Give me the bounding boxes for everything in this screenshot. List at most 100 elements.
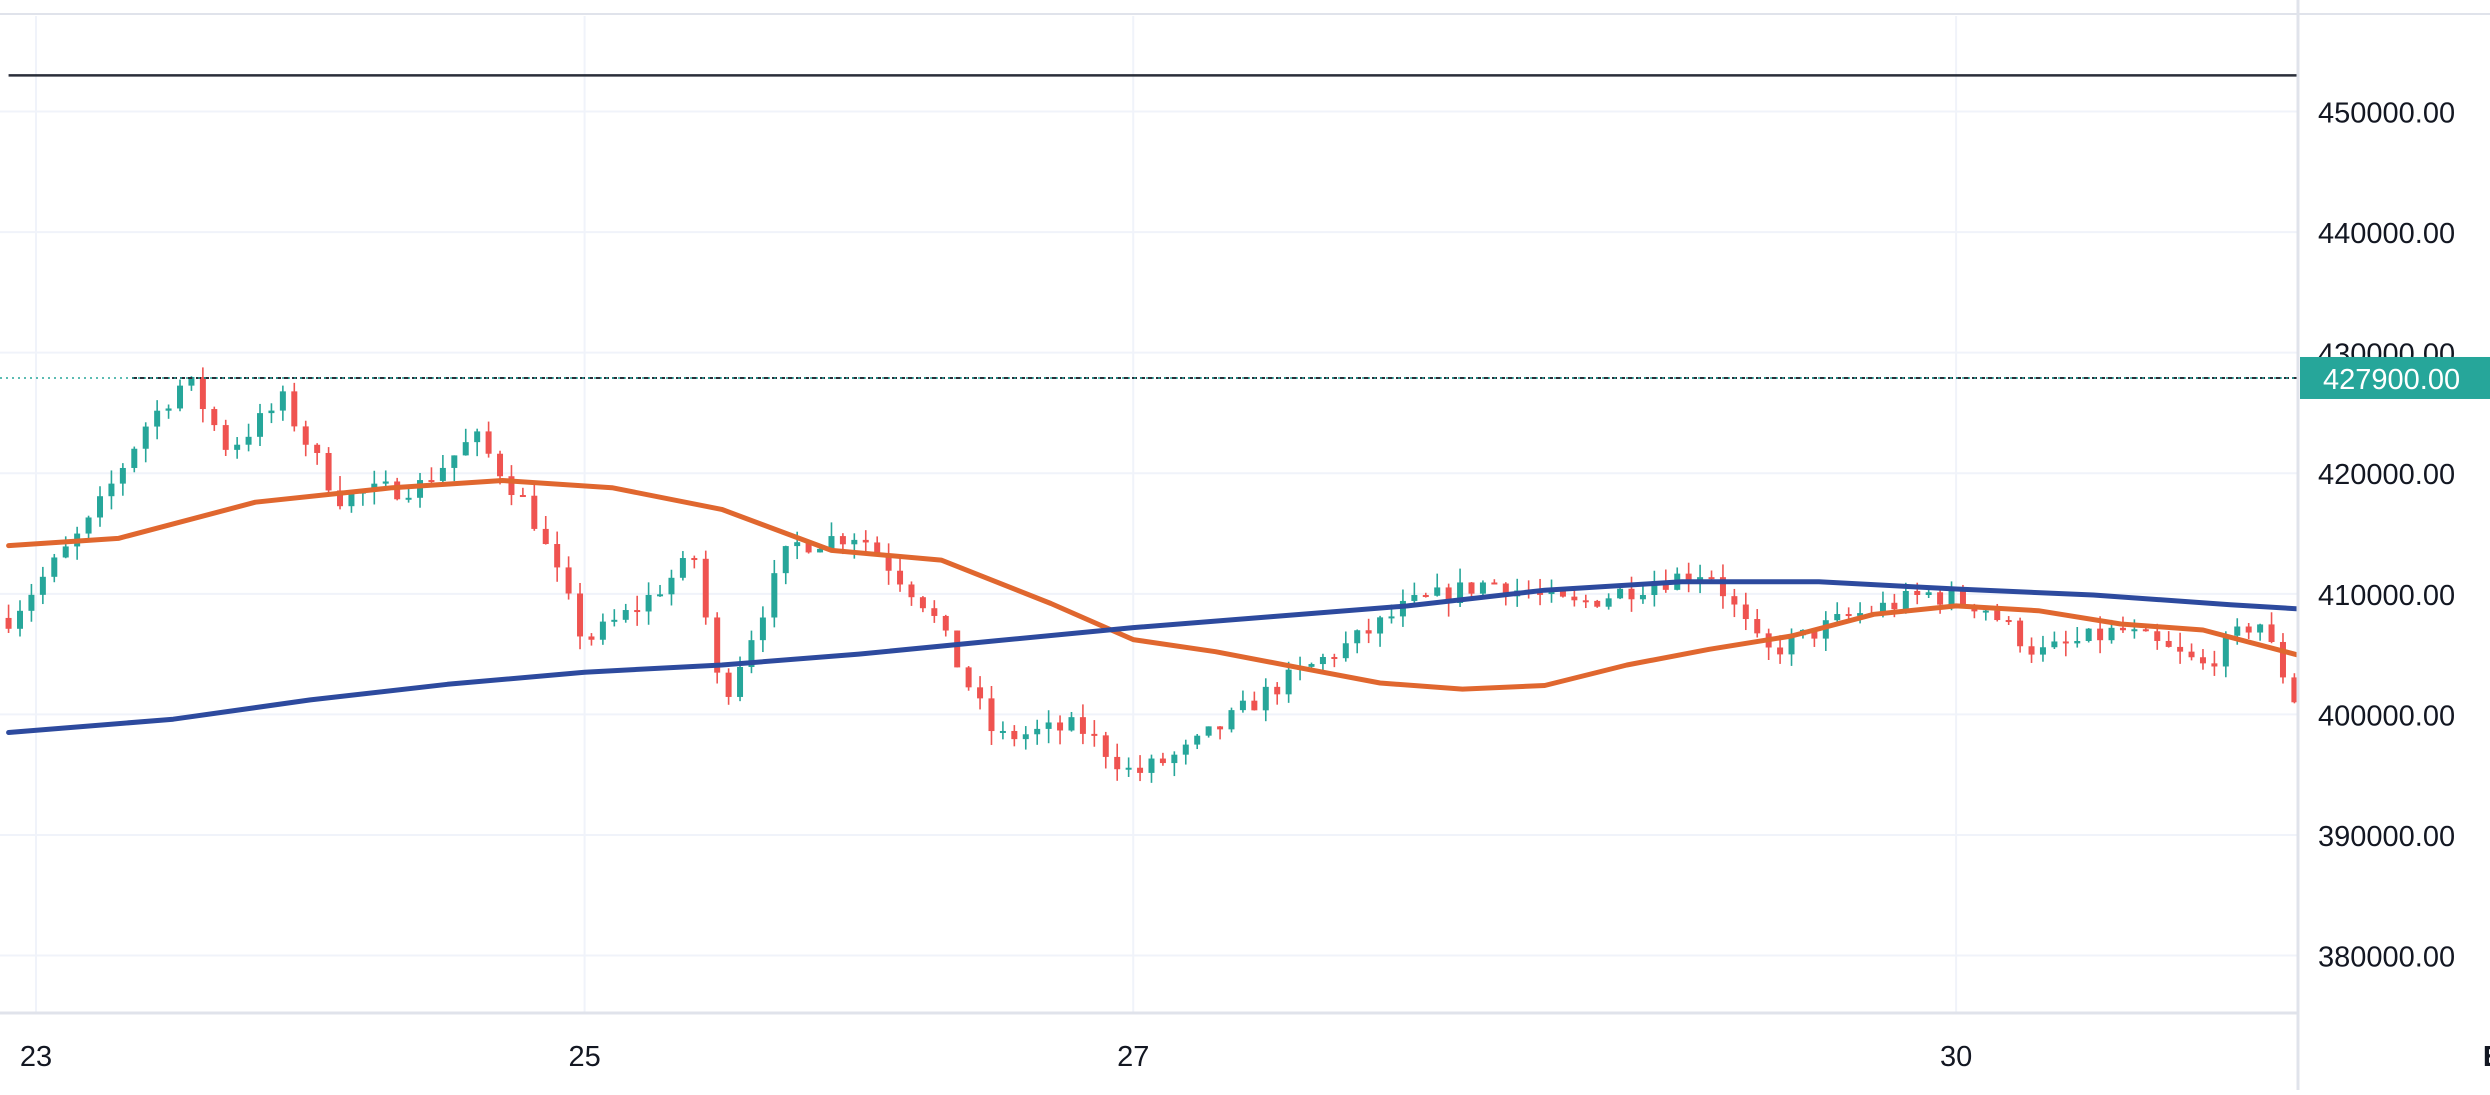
candle-body-up <box>279 391 286 411</box>
candle-body-up <box>657 594 664 597</box>
candle-body-down <box>942 615 949 631</box>
candle-body-up <box>1342 643 1349 659</box>
candle-body-up <box>1182 744 1189 755</box>
candle-body-down <box>2142 629 2149 632</box>
candle-body-up <box>2085 628 2092 641</box>
candle-body-up <box>1879 602 1886 614</box>
ma-slow-line <box>6 579 2490 735</box>
candle-body-down <box>2199 657 2206 664</box>
candle-body-up <box>1788 635 1795 655</box>
candle-body-down <box>1114 756 1121 770</box>
candle-body-down <box>977 687 984 699</box>
candle-body-up <box>62 546 69 558</box>
candle-body-up <box>1411 595 1418 601</box>
candle-body-up <box>1457 582 1464 604</box>
candle-body-up <box>1982 610 1989 613</box>
candle-body-up <box>1902 591 1909 610</box>
candle-body-up <box>1605 598 1612 607</box>
candle-body-up <box>851 539 858 545</box>
candle-body-down <box>1491 582 1498 585</box>
candle-body-down <box>2062 641 2069 644</box>
price-tick-label: 450000.00 <box>2318 98 2455 130</box>
candle-body-down <box>1251 700 1258 711</box>
candle-body-down <box>2188 651 2195 658</box>
candle-body-down <box>1079 717 1086 734</box>
candle-body-up <box>131 448 138 468</box>
candle-body-up <box>39 576 46 595</box>
candle-body-down <box>725 672 732 697</box>
candle-body-down <box>1102 735 1109 757</box>
candle-body-up <box>348 492 355 507</box>
price-tick-label: 380000.00 <box>2318 942 2455 974</box>
price-tick-label: 390000.00 <box>2318 821 2455 853</box>
candle-body-down <box>2028 646 2035 655</box>
candle-body-down <box>885 555 892 571</box>
candle-body-down <box>2245 626 2252 633</box>
candle-body-down <box>919 597 926 609</box>
candle-body-up <box>1617 588 1624 599</box>
candle-body-down <box>1662 583 1669 590</box>
candle-body-down <box>497 453 504 477</box>
candle-body-down <box>2268 624 2275 642</box>
candle-body-down <box>1731 596 1738 605</box>
candle-body-up <box>165 408 172 411</box>
candle-body-down <box>691 558 698 561</box>
candle-body-down <box>1959 590 1966 605</box>
candle-body-down <box>508 476 515 496</box>
time-tick-label: 23 <box>20 1041 52 1073</box>
candle-body-up <box>828 536 835 549</box>
candle-body-down <box>394 481 401 500</box>
candle-body-down <box>954 630 961 668</box>
horizontal-levels <box>0 74 2490 379</box>
candle-body-down <box>1777 647 1784 655</box>
candle-body-up <box>1834 614 1841 621</box>
candle-body-up <box>1354 630 1361 644</box>
candle-body-down <box>862 539 869 543</box>
candle-body-up <box>268 410 275 414</box>
candle-body-up <box>1171 754 1178 764</box>
candle-body-down <box>931 608 938 616</box>
candle-body-up <box>1479 582 1486 594</box>
candle-body-down <box>1628 588 1635 600</box>
candle-body-down <box>2097 628 2104 641</box>
candle-body-up <box>1205 726 1212 736</box>
candle-body-up <box>1285 669 1292 695</box>
candle-body-up <box>2234 626 2241 636</box>
candle-body-down <box>1685 573 1692 582</box>
candle-body-up <box>405 497 412 500</box>
candle-body-up <box>1194 735 1201 745</box>
candle-body-down <box>2165 640 2172 647</box>
candle-body-down <box>1571 596 1578 601</box>
candle-body-up <box>1045 722 1052 729</box>
candle-body-up <box>154 410 161 427</box>
grid-lines <box>0 16 2298 1013</box>
candle-body-down <box>839 536 846 545</box>
candle-body-up <box>782 546 789 574</box>
candle-body-up <box>1148 758 1155 773</box>
candle-body-down <box>211 409 218 426</box>
price-tick-label: 400000.00 <box>2318 700 2455 732</box>
candle-body-down <box>1011 730 1018 740</box>
candle-body-up <box>245 436 252 445</box>
candle-body-down <box>1937 592 1944 605</box>
candle-body-down <box>199 377 206 410</box>
candle-body-up <box>1697 577 1704 582</box>
time-tick-label: 27 <box>1117 1041 1149 1073</box>
time-tick-label: 25 <box>568 1041 600 1073</box>
candle-body-up <box>2051 641 2058 648</box>
candle-body-down <box>1365 630 1372 634</box>
candle-body-up <box>51 557 58 577</box>
candle-body-up <box>2257 624 2264 633</box>
candle-body-down <box>577 593 584 637</box>
candle-body-down <box>908 584 915 598</box>
candle-body-up <box>1377 617 1384 634</box>
candle-body-up <box>257 413 264 437</box>
candle-body-up <box>119 467 126 484</box>
candle-body-down <box>519 495 526 498</box>
candle-body-down <box>1502 583 1509 597</box>
candle-body-up <box>1125 767 1132 770</box>
candle-body-down <box>988 698 995 732</box>
